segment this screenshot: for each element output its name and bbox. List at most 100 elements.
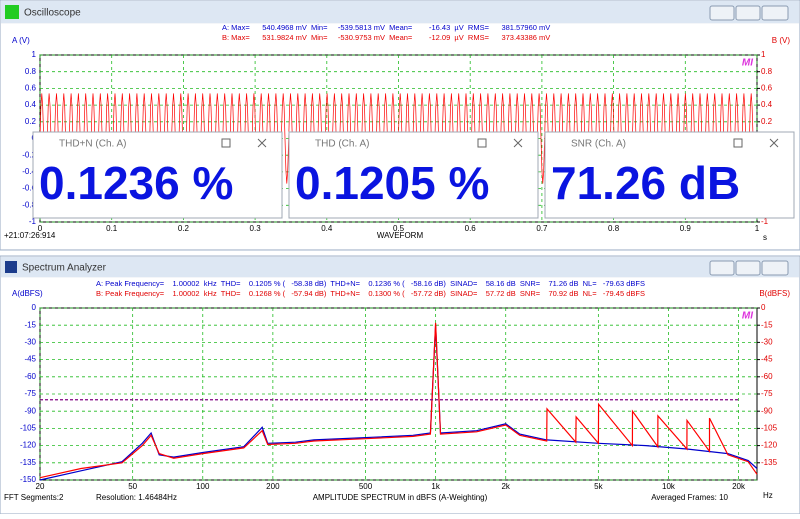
x-tick-label: 50 [128,482,137,491]
app-icon [5,261,17,273]
window-title: Spectrum Analyzer [22,263,107,274]
maximize-button[interactable] [477,138,487,148]
maximize-button[interactable] [735,5,761,21]
plot-area [39,307,758,481]
x-tick-label: 0.1 [106,224,118,233]
x-tick-label: 0.9 [680,224,692,233]
y2-tick-label: -15 [761,320,773,329]
meter-value: 0.1236 % [39,157,233,209]
y-tick-label: -150 [20,475,37,484]
x-tick-label: 0.7 [536,224,548,233]
y-tick-label: -0.8 [22,200,36,209]
x-axis-label: WAVEFORM [377,231,424,240]
meter-window [32,131,283,219]
maximize-button[interactable] [221,138,231,148]
y2-axis-label: B(dBFS) [759,289,790,298]
window-title: Oscilloscope [24,8,81,19]
y2-tick-label: -45 [761,355,773,364]
title-bar [1,257,799,277]
close-button[interactable] [769,138,779,148]
y-tick-label: -60 [24,372,36,381]
meter-title: SNR (Ch. A) [571,139,626,150]
y-tick-label: 1 [32,50,37,59]
x-tick-label: 0 [38,224,43,233]
maximize-button[interactable] [733,138,743,148]
y-tick-label: 0.6 [25,84,37,93]
close-button[interactable] [257,138,267,148]
x-tick-label: 0.2 [178,224,190,233]
y-tick-label: -135 [20,458,37,467]
y2-tick-label: 0.2 [761,117,773,126]
stats-line: B: Max= 531.9824 mV Min= -530.9753 mV Me… [222,33,550,42]
stats-line: A: Peak Frequency= 1.00002 kHz THD= 0.12… [96,279,645,288]
minimize-button[interactable] [709,5,735,21]
footer: FFT Segments:2 [4,493,64,502]
close-button[interactable] [761,260,789,276]
meter-value: 0.1205 % [295,157,489,209]
y-tick-label: -120 [20,441,37,450]
x-tick-label: 200 [266,482,280,491]
y2-tick-label: -105 [761,424,778,433]
window-buttons[interactable] [709,260,789,276]
window-buttons[interactable] [709,5,789,21]
y-axis-label: A (V) [12,36,30,45]
y-axis-label: A(dBFS) [12,289,43,298]
x-unit: s [763,233,767,242]
spectrum-line [39,322,758,479]
x-tick-label: 0.6 [465,224,477,233]
y-tick-label: -0.4 [22,167,36,176]
x-tick-label: 20k [732,482,746,491]
meter-title: THD+N (Ch. A) [59,139,127,150]
x-tick-label: 1 [755,224,760,233]
title-bar [1,1,799,23]
logo: MI [742,311,753,322]
meter-window [544,131,795,219]
x-tick-label: 100 [196,482,210,491]
y2-tick-label: -135 [761,458,778,467]
close-button[interactable] [513,138,523,148]
meter-title: THD (Ch. A) [315,139,369,150]
y-tick-label: 0.8 [25,67,37,76]
x-tick-label: 0.4 [321,224,333,233]
y2-tick-label: -1 [761,217,769,226]
y-tick-label: -45 [24,355,36,364]
stats-line: B: Peak Frequency= 1.00002 kHz THD= 0.12… [96,289,645,298]
x-tick-label: 500 [359,482,373,491]
x-tick-label: 0.5 [393,224,405,233]
y-tick-label: -15 [24,320,36,329]
y2-tick-label: 0.6 [761,84,773,93]
x-axis-label: AMPLITUDE SPECTRUM in dBFS (A-Weighting) [313,493,488,502]
minimize-button[interactable] [709,260,735,276]
maximize-button[interactable] [735,260,761,276]
y-tick-label: -105 [20,424,37,433]
y-tick-label: -30 [24,338,36,347]
y-tick-label: 0.2 [25,117,37,126]
y-tick-label: 0 [32,303,37,312]
y2-tick-label: -60 [761,372,773,381]
meter-window [288,131,539,219]
x-unit: Hz [763,491,773,500]
y2-tick-label: -75 [761,389,773,398]
y-tick-label: -1 [29,217,37,226]
x-tick-label: 2k [501,482,510,491]
x-tick-label: 5k [594,482,603,491]
x-tick-label: 0.3 [250,224,262,233]
y-tick-label: -0.6 [22,184,36,193]
x-tick-label: 20 [36,482,45,491]
footer: Resolution: 1.46484Hz [96,493,177,502]
y2-tick-label: 0.8 [761,67,773,76]
y-tick-label: -75 [24,389,36,398]
x-tick-label: 0.8 [608,224,620,233]
stats-line: A: Max= 540.4968 mV Min= -539.5813 mV Me… [222,23,550,32]
y2-axis-label: B (V) [772,36,791,45]
y2-tick-label: -120 [761,441,778,450]
x-tick-label: 10k [662,482,676,491]
y2-tick-label: 0 [761,303,766,312]
y2-tick-label: -90 [761,406,773,415]
meter-value: 71.26 dB [551,157,740,209]
footer: Averaged Frames: 10 [651,493,728,502]
y-tick-label: -0.2 [22,150,36,159]
timestamp: +21:07:26:914 [4,231,56,240]
close-button[interactable] [761,5,789,21]
